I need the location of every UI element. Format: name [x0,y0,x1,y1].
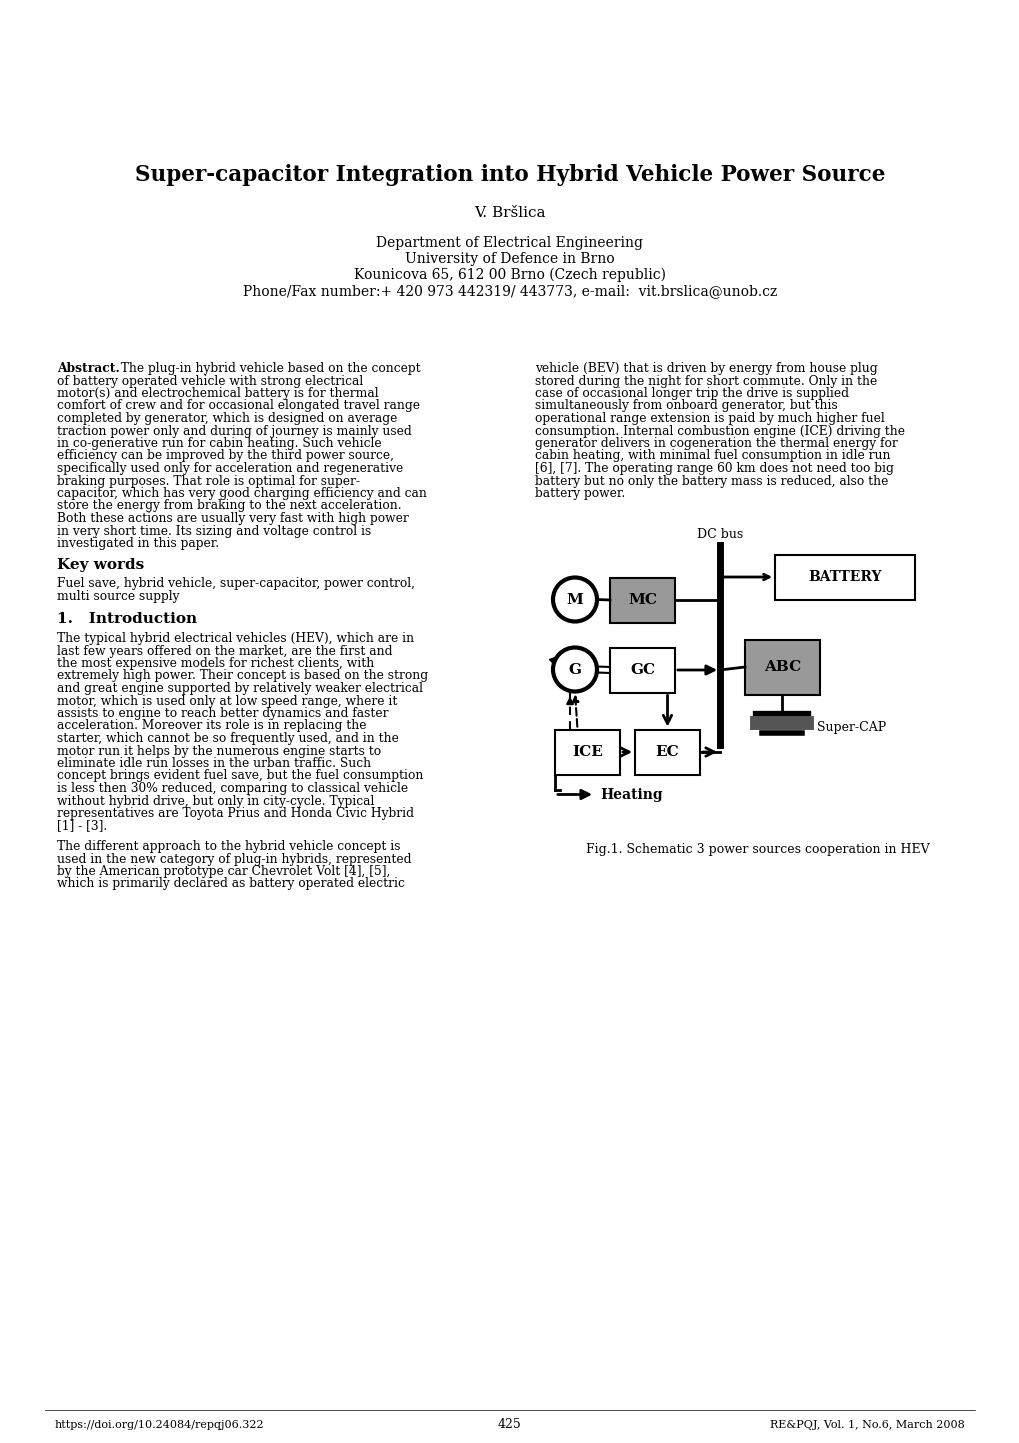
FancyBboxPatch shape [744,639,819,694]
Text: acceleration. Moreover its role is in replacing the: acceleration. Moreover its role is in re… [57,720,366,733]
Text: Both these actions are usually very fast with high power: Both these actions are usually very fast… [57,512,409,525]
Text: capacitor, which has very good charging efficiency and can: capacitor, which has very good charging … [57,486,427,501]
Text: DC bus: DC bus [696,528,743,541]
Text: Super-capacitor Integration into Hybrid Vehicle Power Source: Super-capacitor Integration into Hybrid … [135,165,884,186]
FancyBboxPatch shape [609,577,675,622]
Text: V. Bršlica: V. Bršlica [474,206,545,219]
Text: RE&PQJ, Vol. 1, No.6, March 2008: RE&PQJ, Vol. 1, No.6, March 2008 [769,1420,964,1430]
Circle shape [552,648,596,691]
Text: vehicle (BEV) that is driven by energy from house plug: vehicle (BEV) that is driven by energy f… [535,362,876,375]
Text: which is primarily declared as battery operated electric: which is primarily declared as battery o… [57,877,405,890]
Text: [1] - [3].: [1] - [3]. [57,820,107,833]
Text: M: M [566,593,583,606]
FancyBboxPatch shape [554,730,620,775]
Text: starter, which cannot be so frequently used, and in the: starter, which cannot be so frequently u… [57,732,398,745]
Text: store the energy from braking to the next acceleration.: store the energy from braking to the nex… [57,499,401,512]
Text: G: G [568,662,581,677]
Text: EC: EC [655,745,679,759]
Text: 425: 425 [497,1418,522,1431]
Text: ICE: ICE [572,745,602,759]
FancyBboxPatch shape [609,648,675,693]
Text: motor(s) and electrochemical battery is for thermal: motor(s) and electrochemical battery is … [57,387,378,400]
FancyBboxPatch shape [774,554,914,599]
Text: Fig.1. Schematic 3 power sources cooperation in HEV: Fig.1. Schematic 3 power sources coopera… [585,843,928,856]
FancyBboxPatch shape [635,730,699,775]
Text: comfort of crew and for occasional elongated travel range: comfort of crew and for occasional elong… [57,400,420,413]
Text: The typical hybrid electrical vehicles (HEV), which are in: The typical hybrid electrical vehicles (… [57,632,414,645]
Text: stored during the night for short commute. Only in the: stored during the night for short commut… [535,375,876,388]
Text: multi source supply: multi source supply [57,590,179,603]
Text: Super-CAP: Super-CAP [816,722,886,734]
Text: 1.   Introduction: 1. Introduction [57,612,197,626]
Text: investigated in this paper.: investigated in this paper. [57,537,219,550]
Text: of battery operated vehicle with strong electrical: of battery operated vehicle with strong … [57,375,363,388]
Text: University of Defence in Brno: University of Defence in Brno [405,253,614,266]
Text: Key words: Key words [57,557,144,571]
Text: and great engine supported by relatively weaker electrical: and great engine supported by relatively… [57,683,423,696]
Text: Department of Electrical Engineering: Department of Electrical Engineering [376,237,643,250]
Text: motor run it helps by the numerous engine starts to: motor run it helps by the numerous engin… [57,745,381,758]
Text: motor, which is used only at low speed range, where it: motor, which is used only at low speed r… [57,694,397,707]
Text: braking purposes. That role is optimal for super-: braking purposes. That role is optimal f… [57,475,360,488]
Text: eliminate idle run losses in the urban traffic. Such: eliminate idle run losses in the urban t… [57,758,371,771]
Text: without hybrid drive, but only in city-cycle. Typical: without hybrid drive, but only in city-c… [57,795,374,808]
Text: by the American prototype car Chevrolet Volt [4], [5],: by the American prototype car Chevrolet … [57,864,390,877]
Text: ABC: ABC [763,659,800,674]
Circle shape [552,577,596,622]
Text: consumption. Internal combustion engine (ICE) driving the: consumption. Internal combustion engine … [535,424,904,437]
Text: Fuel save, hybrid vehicle, super-capacitor, power control,: Fuel save, hybrid vehicle, super-capacit… [57,577,415,590]
Text: is less then 30% reduced, comparing to classical vehicle: is less then 30% reduced, comparing to c… [57,782,408,795]
Text: Kounicova 65, 612 00 Brno (Czech republic): Kounicova 65, 612 00 Brno (Czech republi… [354,268,665,283]
Text: generator delivers in cogeneration the thermal energy for: generator delivers in cogeneration the t… [535,437,897,450]
Text: battery but no only the battery mass is reduced, also the: battery but no only the battery mass is … [535,475,888,488]
Text: operational range extension is paid by much higher fuel: operational range extension is paid by m… [535,413,883,426]
Text: assists to engine to reach better dynamics and faster: assists to engine to reach better dynami… [57,707,388,720]
Text: specifically used only for acceleration and regenerative: specifically used only for acceleration … [57,462,403,475]
Text: BATTERY: BATTERY [807,570,880,584]
Text: cabin heating, with minimal fuel consumption in idle run: cabin heating, with minimal fuel consump… [535,450,890,463]
Text: extremely high power. Their concept is based on the strong: extremely high power. Their concept is b… [57,670,428,683]
Text: The plug-in hybrid vehicle based on the concept: The plug-in hybrid vehicle based on the … [113,362,420,375]
Text: in very short time. Its sizing and voltage control is: in very short time. Its sizing and volta… [57,524,371,537]
Text: simultaneously from onboard generator, but this: simultaneously from onboard generator, b… [535,400,837,413]
Text: case of occasional longer trip the drive is supplied: case of occasional longer trip the drive… [535,387,848,400]
Text: The different approach to the hybrid vehicle concept is: The different approach to the hybrid veh… [57,840,400,853]
Text: GC: GC [630,662,654,677]
Text: concept brings evident fuel save, but the fuel consumption: concept brings evident fuel save, but th… [57,769,423,782]
Text: the most expensive models for richest clients, with: the most expensive models for richest cl… [57,657,374,670]
Text: Phone/Fax number:+ 420 973 442319/ 443773, e-mail:  vit.brslica@unob.cz: Phone/Fax number:+ 420 973 442319/ 44377… [243,284,776,299]
Text: battery power.: battery power. [535,486,625,501]
Text: in co-generative run for cabin heating. Such vehicle: in co-generative run for cabin heating. … [57,437,381,450]
Text: Abstract.: Abstract. [57,362,119,375]
Text: [6], [7]. The operating range 60 km does not need too big: [6], [7]. The operating range 60 km does… [535,462,893,475]
Text: used in the new category of plug-in hybrids, represented: used in the new category of plug-in hybr… [57,853,411,866]
Text: efficiency can be improved by the third power source,: efficiency can be improved by the third … [57,450,393,463]
Text: traction power only and during of journey is mainly used: traction power only and during of journe… [57,424,412,437]
Text: MC: MC [628,593,656,608]
Text: completed by generator, which is designed on average: completed by generator, which is designe… [57,413,397,426]
Text: Heating: Heating [599,788,662,801]
Text: last few years offered on the market, are the first and: last few years offered on the market, ar… [57,645,392,658]
Text: https://doi.org/10.24084/repqj06.322: https://doi.org/10.24084/repqj06.322 [55,1420,264,1430]
Text: representatives are Toyota Prius and Honda Civic Hybrid: representatives are Toyota Prius and Hon… [57,807,414,820]
